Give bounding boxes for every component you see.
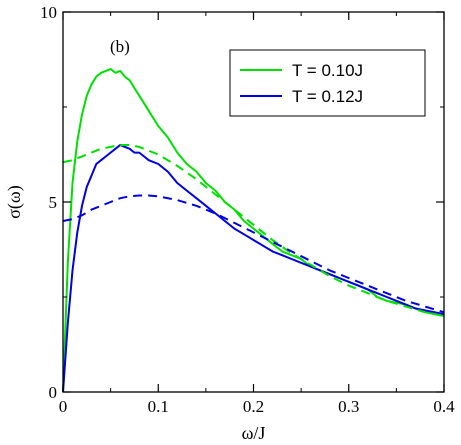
axis-ticks: 0 0.1 0.2 0.3 0.4 0 5 10 bbox=[40, 3, 455, 416]
series-line-0 bbox=[62, 68, 445, 393]
x-tick-label: 0.4 bbox=[433, 397, 455, 416]
fit-curve-2 bbox=[62, 144, 445, 317]
fit-curve-3 bbox=[62, 194, 445, 314]
plot-area bbox=[62, 68, 445, 393]
series-line-1 bbox=[62, 144, 445, 393]
legend: T = 0.10J T = 0.12J bbox=[229, 49, 426, 117]
y-tick-label: 10 bbox=[40, 3, 57, 22]
x-tick-label: 0 bbox=[59, 397, 68, 416]
x-tick-label: 0.2 bbox=[243, 397, 264, 416]
legend-box bbox=[229, 49, 426, 117]
x-axis-label: ω/J bbox=[242, 423, 266, 443]
x-tick-label: 0.3 bbox=[338, 397, 359, 416]
y-tick-label: 5 bbox=[49, 193, 58, 212]
legend-label-t010: T = 0.10J bbox=[292, 61, 363, 80]
x-tick-label: 0.1 bbox=[148, 397, 169, 416]
y-axis-label: σ(ω) bbox=[4, 185, 25, 219]
panel-label: (b) bbox=[110, 37, 130, 56]
y-tick-label: 0 bbox=[49, 383, 58, 402]
legend-label-t012: T = 0.12J bbox=[292, 87, 363, 106]
